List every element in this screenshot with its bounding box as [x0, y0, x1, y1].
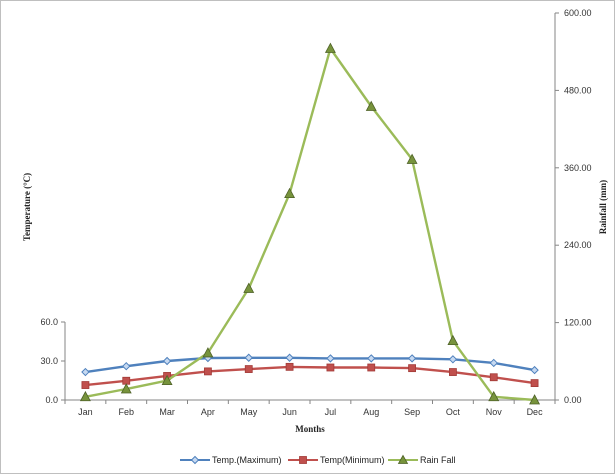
data-point-temp-max [285, 353, 294, 362]
right-tick-label: 360.00 [564, 163, 592, 173]
x-tick-label: Jan [78, 407, 93, 417]
left-axis-ticks: 0.0 30.0 60.0 [40, 317, 65, 405]
right-axis-ticks: 0.00 120.00 240.00 360.00 480.00 600.00 [555, 8, 592, 405]
series-layer [79, 42, 541, 405]
data-point-temp-max [326, 354, 335, 363]
data-point-rain-fall [202, 347, 214, 358]
y-axis-title: Temperature (°C) [22, 173, 32, 241]
data-point-temp-max [244, 353, 253, 362]
series-temp-minimum [81, 362, 539, 389]
data-point-temp-min [326, 363, 335, 372]
legend-item-temp-max: Temp.(Maximum) [180, 455, 282, 465]
data-point-temp-max [367, 354, 376, 363]
data-point-rain-fall [447, 334, 459, 346]
x-tick-label: Dec [527, 407, 544, 417]
left-tick-label: 0.0 [45, 395, 58, 405]
data-point-temp-min [408, 364, 416, 373]
legend-label-rain-fall: Rain Fall [420, 455, 456, 465]
data-point-rain-fall [161, 374, 173, 386]
x-tick-label: Apr [201, 407, 215, 417]
legend-item-rain-fall: Rain Fall [388, 454, 456, 465]
right-tick-label: 240.00 [564, 240, 592, 250]
series-line-temp-minimum [85, 365, 535, 387]
data-point-rain-fall [365, 100, 377, 111]
data-point-temp-max [489, 358, 498, 368]
data-point-temp-min [449, 368, 457, 376]
right-tick-label: 600.00 [564, 8, 592, 18]
x-tick-label: Sep [404, 407, 420, 417]
legend-item-temp-min: Temp(Minimum) [288, 455, 385, 465]
legend-marker-rain-fall [397, 454, 409, 464]
x-tick-label: Aug [363, 407, 379, 417]
data-point-rain-fall [284, 187, 296, 199]
data-point-temp-max [530, 365, 539, 375]
legend-marker-temp-max [190, 455, 200, 465]
left-tick-label: 60.0 [40, 317, 58, 327]
x-axis-ticks: Jan Feb Mar Apr May Jun Jul Aug Sep Oct Nov Dec [64, 400, 556, 417]
data-point-rain-fall [324, 42, 336, 53]
data-point-temp-min [530, 379, 539, 388]
x-tick-label: Mar [159, 407, 175, 417]
series-rain-fall [79, 42, 541, 405]
x-tick-label: Oct [446, 407, 461, 417]
data-point-rain-fall [488, 390, 500, 402]
right-tick-label: 0.00 [564, 395, 582, 405]
data-point-temp-max [81, 367, 90, 377]
legend-label-temp-min: Temp(Minimum) [320, 455, 385, 465]
x-tick-label: Nov [486, 407, 503, 417]
x-tick-label: Feb [118, 407, 134, 417]
data-point-temp-min [367, 363, 376, 372]
right-tick-label: 120.00 [564, 318, 592, 328]
data-point-temp-max [448, 355, 458, 364]
data-point-temp-min [81, 381, 90, 389]
legend: Temp.(Maximum) Temp(Minimum) Rain Fall [180, 454, 456, 465]
right-tick-label: 480.00 [564, 85, 592, 95]
x-tick-label: May [240, 407, 258, 417]
y2-axis-title: Rainfall (mm) [598, 180, 608, 234]
legend-label-temp-max: Temp.(Maximum) [212, 455, 282, 465]
data-point-rain-fall [79, 390, 91, 402]
x-axis-title: Months [295, 424, 325, 434]
data-point-rain-fall [243, 282, 255, 293]
data-point-temp-max [122, 361, 131, 371]
left-tick-label: 30.0 [40, 356, 58, 366]
x-tick-label: Jun [282, 407, 297, 417]
data-point-rain-fall [529, 394, 541, 405]
data-point-temp-min [204, 367, 212, 376]
series-line-rain-fall [85, 47, 535, 402]
data-point-temp-min [244, 365, 253, 373]
data-point-rain-fall [120, 383, 132, 394]
data-point-temp-min [489, 373, 498, 382]
x-tick-label: Jul [325, 407, 337, 417]
data-point-temp-max [162, 356, 172, 366]
series-line-temp-maximum [85, 356, 535, 374]
data-point-temp-min [285, 362, 294, 371]
data-point-rain-fall [406, 153, 418, 164]
legend-marker-temp-min [299, 456, 307, 464]
data-point-temp-max [407, 354, 417, 363]
